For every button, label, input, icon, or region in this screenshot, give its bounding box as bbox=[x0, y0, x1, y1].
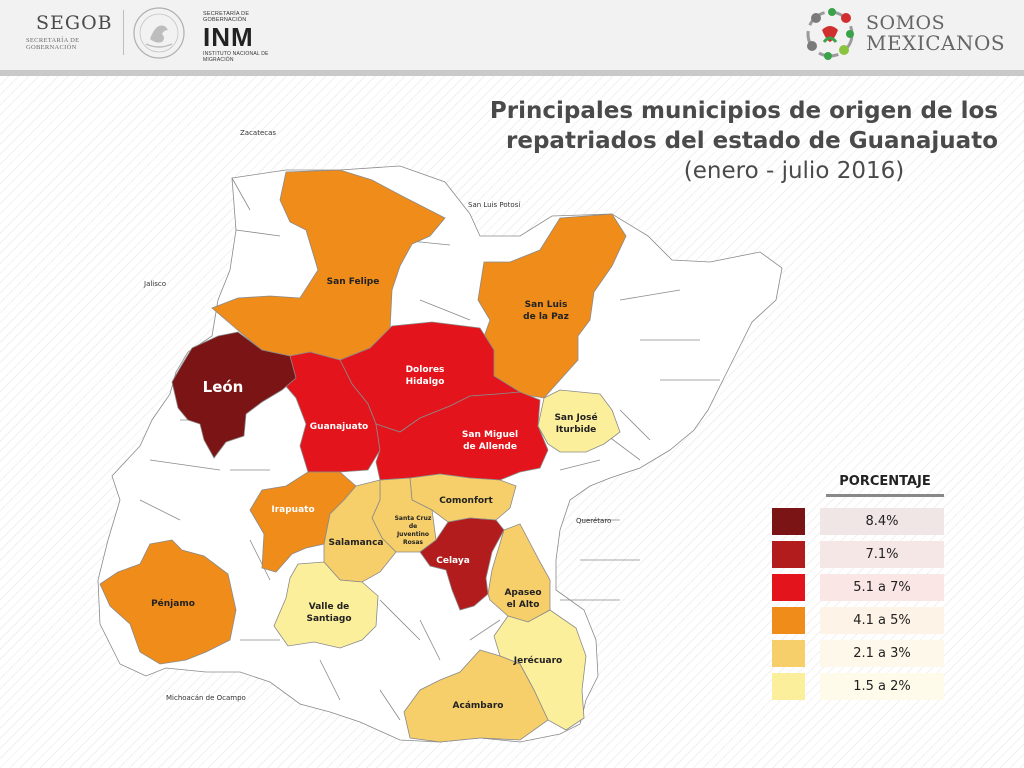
region-celaya bbox=[419, 517, 505, 611]
region-guanajuato bbox=[283, 351, 381, 473]
label-san-felipe: San Felipe bbox=[327, 277, 380, 287]
label-santa-cruz-1: Santa Cruz bbox=[395, 515, 432, 522]
municipal-borders bbox=[139, 177, 720, 721]
label-san-luis-1: San Luis bbox=[525, 300, 568, 310]
legend-swatch bbox=[772, 640, 805, 667]
label-santa-cruz-2: de bbox=[409, 523, 417, 530]
segob-logo: SEGOB SECRETARÍA DE GOBERNACIÓN bbox=[26, 12, 126, 52]
national-seal-icon bbox=[133, 7, 185, 59]
legend-label: 7.1% bbox=[820, 541, 944, 568]
label-san-miguel-1: San Miguel bbox=[462, 430, 518, 440]
label-valle-1: Valle de bbox=[309, 602, 350, 612]
label-santa-cruz-3: Juventino bbox=[396, 531, 429, 538]
region-san-jose-iturbide bbox=[537, 389, 621, 453]
somos-line1: SOMOS bbox=[866, 12, 946, 34]
region-salamanca bbox=[323, 479, 397, 583]
title-line1: Principales municipios de origen de los bbox=[489, 98, 998, 124]
region-penjamo bbox=[99, 539, 237, 665]
legend-label: 8.4% bbox=[820, 508, 944, 535]
label-jalisco: Jalisco bbox=[143, 280, 166, 288]
guanajuato-map: Zacatecas San Luis Potosí Jalisco Querét… bbox=[97, 129, 783, 743]
label-irapuato: Irapuato bbox=[271, 505, 314, 515]
label-michoacan: Michoacán de Ocampo bbox=[166, 694, 246, 702]
legend-swatch bbox=[772, 508, 805, 535]
legend-title: PORCENTAJE bbox=[839, 474, 931, 489]
label-apaseo-2: el Alto bbox=[507, 600, 540, 610]
legend-swatch bbox=[772, 607, 805, 634]
region-leon bbox=[171, 331, 297, 459]
legend-swatch bbox=[772, 541, 805, 568]
legend-row: 4.1 a 5% bbox=[772, 607, 944, 634]
inm-bottom-text: INSTITUTO NACIONAL DE MIGRACIÓN bbox=[203, 51, 269, 63]
legend-row: 8.4% bbox=[772, 508, 944, 535]
somos-mexicanos-icon bbox=[806, 8, 854, 60]
title-line2: repatriados del estado de Guanajuato bbox=[506, 128, 998, 154]
legend-underline bbox=[826, 494, 944, 497]
title-line3: (enero - julio 2016) bbox=[683, 158, 905, 184]
inm-wordmark: INM bbox=[203, 22, 254, 52]
legend-label: 5.1 a 7% bbox=[820, 574, 944, 601]
label-zacatecas: Zacatecas bbox=[240, 129, 276, 137]
map-title: Principales municipios de origen de los … bbox=[470, 96, 998, 186]
label-salamanca: Salamanca bbox=[329, 538, 384, 548]
label-queretaro: Querétaro bbox=[576, 517, 611, 525]
label-dolores-1: Dolores bbox=[406, 365, 445, 375]
legend-swatch bbox=[772, 574, 805, 601]
label-apaseo-1: Apaseo bbox=[504, 588, 541, 598]
label-santa-cruz-4: Rosas bbox=[403, 539, 423, 546]
legend: PORCENTAJE 8.4% 7.1% 5.1 a 7% 4.1 a 5% 2.1 a… bbox=[772, 474, 944, 704]
region-valle-de-santiago bbox=[273, 561, 379, 649]
region-acambaro bbox=[403, 649, 549, 743]
legend-swatch bbox=[772, 673, 805, 700]
legend-row: 2.1 a 3% bbox=[772, 640, 944, 667]
label-comonfort: Comonfort bbox=[439, 496, 493, 506]
label-celaya: Celaya bbox=[436, 556, 470, 566]
segob-word: SEGOB bbox=[36, 12, 113, 34]
label-san-jose-1: San José bbox=[554, 412, 597, 423]
legend-row: 1.5 a 2% bbox=[772, 673, 944, 700]
label-san-luis-2: de la Paz bbox=[523, 312, 569, 322]
label-valle-2: Santiago bbox=[306, 614, 351, 624]
label-san-luis-potosi: San Luis Potosí bbox=[468, 201, 521, 209]
legend-label: 4.1 a 5% bbox=[820, 607, 944, 634]
legend-row: 5.1 a 7% bbox=[772, 574, 944, 601]
label-guanajuato: Guanajuato bbox=[310, 422, 368, 432]
legend-label: 1.5 a 2% bbox=[820, 673, 944, 700]
legend-row: 7.1% bbox=[772, 541, 944, 568]
legend-label: 2.1 a 3% bbox=[820, 640, 944, 667]
inm-logo: SECRETARÍA DE GOBERNACIÓN INM INSTITUTO … bbox=[203, 11, 293, 63]
label-leon: León bbox=[203, 378, 244, 396]
somos-line2: MEXICANOS bbox=[866, 31, 1006, 55]
label-san-miguel-2: de Allende bbox=[463, 442, 517, 452]
label-san-jose-2: Iturbide bbox=[556, 425, 597, 435]
header-divider bbox=[0, 70, 1024, 76]
somos-mexicanos-logo: SOMOS MEXICANOS bbox=[800, 4, 1010, 64]
label-acambaro: Acámbaro bbox=[453, 701, 504, 711]
inm-top-text: SECRETARÍA DE GOBERNACIÓN bbox=[203, 11, 250, 23]
segob-subtitle: SECRETARÍA DE GOBERNACIÓN bbox=[26, 37, 80, 51]
header-separator bbox=[123, 10, 124, 55]
label-jerecuaro: Jerécuaro bbox=[513, 655, 562, 666]
label-dolores-2: Hidalgo bbox=[406, 377, 445, 387]
label-penjamo: Pénjamo bbox=[151, 598, 195, 609]
